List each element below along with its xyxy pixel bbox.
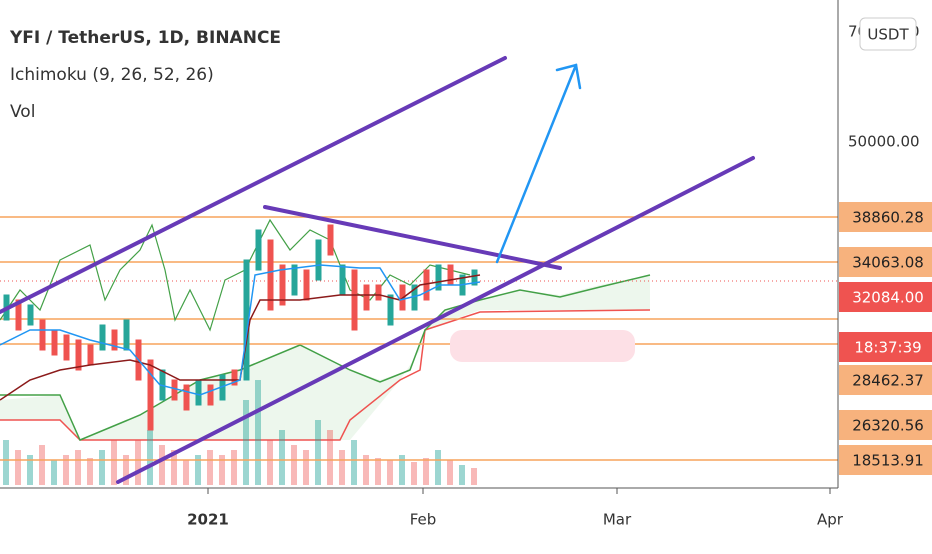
time-label: Apr — [817, 511, 844, 529]
volume-up — [3, 380, 465, 485]
price-label: 50000.00 — [848, 133, 920, 151]
price-box — [839, 332, 932, 362]
price-axis: 70000.00 50000.00 38860.2834063.0832084.… — [837, 0, 932, 488]
price-box-label: 38860.28 — [852, 209, 924, 227]
legend: YFI / TetherUS, 1D, BINANCE Ichimoku (9,… — [9, 28, 281, 122]
span-a — [0, 274, 651, 441]
time-label: Feb — [410, 511, 437, 529]
price-box — [839, 445, 932, 475]
currency-button[interactable] — [859, 17, 917, 51]
time-label: Mar — [603, 511, 632, 529]
currency-button-label[interactable]: USDT — [867, 26, 909, 44]
price-box-label: 18513.91 — [852, 452, 924, 470]
channel — [0, 56, 755, 484]
price-box-label: 32084.00 — [852, 289, 924, 307]
price-box-label: 26320.56 — [852, 417, 924, 435]
zone — [450, 330, 635, 362]
price-box — [839, 282, 932, 312]
indicator-label: Vol — [10, 102, 35, 122]
time-label: 2021 — [187, 511, 229, 529]
conversion-line — [0, 264, 481, 396]
indicator-label: Ichimoku (9, 26, 52, 26) — [10, 65, 214, 85]
arrow — [495, 63, 582, 264]
price-box-label: 18:37:39 — [854, 339, 921, 357]
span-b — [0, 309, 651, 441]
price-box — [839, 202, 932, 232]
price-box-label: 34063.08 — [852, 254, 924, 272]
symbol-title: YFI / TetherUS, 1D, BINANCE — [9, 28, 281, 48]
time-axis: 2021 Feb Mar Apr — [0, 487, 844, 529]
price-box — [839, 410, 932, 440]
price-box — [839, 247, 932, 277]
price-box — [839, 365, 932, 395]
volume-down — [15, 430, 477, 485]
base-line — [0, 274, 481, 401]
price-box-label: 28462.37 — [852, 372, 924, 390]
chart-pane: YFI / TetherUS, 1D, BINANCE Ichimoku (9,… — [0, 28, 838, 485]
